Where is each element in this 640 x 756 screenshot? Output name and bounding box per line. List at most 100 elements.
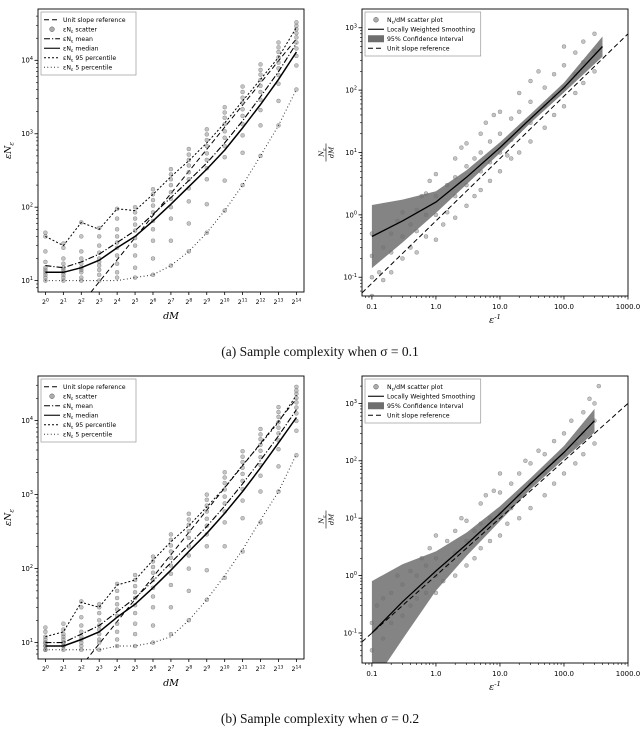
y-axis-label: Nε dM — [318, 510, 336, 529]
x-axis-label: dM — [163, 678, 179, 689]
svg-text:εNε median: εNε median — [63, 412, 99, 421]
svg-text:εNε scatter: εNε scatter — [63, 393, 97, 402]
svg-text:95% Confidence Interval: 95% Confidence Interval — [387, 36, 463, 43]
x-axis: 0.1 1.0 10.0 100.0 1000.0 — [365, 296, 640, 311]
x-axis-label: ε-1 — [489, 680, 501, 693]
svg-text:101: 101 — [345, 514, 357, 523]
svg-text:10-1: 10-1 — [343, 273, 357, 282]
svg-text:103: 103 — [21, 129, 33, 138]
svg-text:εNε mean: εNε mean — [63, 403, 93, 412]
svg-text:εNε scatter: εNε scatter — [63, 26, 97, 35]
series-lowess — [371, 46, 603, 238]
svg-text:εNε median: εNε median — [63, 45, 99, 54]
svg-text:Nε: Nε — [318, 148, 328, 158]
chart-canvas: 20 21 22 23 24 25 26 27 28 29 210 211 212 213 21410110… — [3, 375, 305, 689]
svg-text:εNε mean: εNε mean — [63, 36, 93, 45]
svg-text:103: 103 — [345, 23, 357, 32]
svg-text:104: 104 — [21, 416, 33, 425]
svg-text:101: 101 — [345, 148, 357, 157]
svg-text:10.0: 10.0 — [492, 670, 508, 678]
svg-text:Unit slope reference: Unit slope reference — [63, 17, 126, 24]
svg-text:211: 211 — [238, 297, 248, 306]
svg-text:210: 210 — [220, 297, 230, 306]
svg-text:26: 26 — [150, 297, 157, 306]
svg-text:0.1: 0.1 — [366, 303, 377, 311]
caption-a: (a) Sample complexity when σ = 0.1 — [221, 344, 419, 359]
svg-text:Nε/dM scatter plot: Nε/dM scatter plot — [387, 384, 443, 393]
svg-text:22: 22 — [78, 664, 85, 673]
svg-text:26: 26 — [150, 664, 157, 673]
svg-text:211: 211 — [238, 664, 248, 673]
y-axis: 10-1 100 101 102 103 — [343, 23, 362, 292]
svg-text:212: 212 — [256, 297, 266, 306]
svg-text:1000.0: 1000.0 — [616, 670, 640, 678]
svg-text:29: 29 — [203, 664, 210, 673]
plot-border — [361, 375, 629, 664]
svg-text:214: 214 — [291, 297, 301, 306]
y-axis: 101 102 103 104 — [21, 15, 38, 289]
series-lowess — [371, 420, 595, 634]
y-axis-label: Nε dM — [318, 143, 336, 162]
svg-text:101: 101 — [21, 638, 33, 647]
plot-a-right-scatter-lowess: 0.1 1.0 10.0 100.0 1000.0 10-1 100 101 102 103 ε-1… — [312, 2, 640, 338]
svg-text:27: 27 — [167, 664, 174, 673]
svg-text:1000.0: 1000.0 — [616, 303, 640, 311]
x-axis-label: dM — [163, 311, 179, 322]
svg-text:95% Confidence Interval: 95% Confidence Interval — [387, 403, 463, 410]
svg-text:dM: dM — [328, 146, 336, 158]
series-ci-band — [371, 408, 595, 663]
y-axis: 101 102 103 104 — [21, 384, 38, 655]
plot-series — [362, 383, 628, 663]
figure-row-b: 20 21 22 23 24 25 26 27 28 29 210 211 212 213 214 101 10… — [0, 369, 640, 705]
svg-text:21: 21 — [60, 664, 67, 673]
svg-text:0.1: 0.1 — [366, 670, 377, 678]
plot-b-left-sample-complexity: 20 21 22 23 24 25 26 27 28 29 210 211 212 213 214 101 10… — [0, 369, 312, 705]
x-axis-label: ε-1 — [489, 313, 501, 326]
x-axis: 20 21 22 23 24 25 26 27 28 29 210 211 212 213 214 — [42, 292, 301, 306]
series-median — [45, 51, 298, 274]
chart-canvas: 0.1 1.0 10.0 100.0 1000.0 10-1 100 101 102 103 ε-1… — [318, 375, 640, 693]
plot-series — [43, 20, 299, 292]
svg-text:Locally Weighted Smoothing: Locally Weighted Smoothing — [387, 393, 475, 400]
svg-text:213: 213 — [274, 664, 284, 673]
svg-text:29: 29 — [203, 297, 210, 306]
svg-text:1.0: 1.0 — [430, 303, 441, 311]
svg-text:εNε 95 percentile: εNε 95 percentile — [63, 422, 116, 431]
svg-text:εNε 95 percentile: εNε 95 percentile — [63, 55, 116, 64]
svg-text:εNε 5 percentile: εNε 5 percentile — [63, 431, 112, 440]
plot-a-left-sample-complexity: 20 21 22 23 24 25 26 27 28 29 210 211 212 213 214 101 10… — [0, 2, 312, 338]
series-unit-slope-reference — [90, 38, 297, 292]
plot-b-right-scatter-lowess: 0.1 1.0 10.0 100.0 1000.0 10-1 100 101 102 103 ε-1… — [312, 369, 640, 705]
svg-text:20: 20 — [42, 297, 49, 306]
series-unit-slope-reference — [362, 33, 628, 294]
svg-text:23: 23 — [96, 297, 103, 306]
x-axis: 0.1 1.0 10.0 100.0 1000.0 — [365, 663, 640, 678]
svg-text:20: 20 — [42, 664, 49, 673]
y-axis-label: εNε — [3, 142, 16, 159]
svg-text:28: 28 — [185, 664, 192, 673]
chart-canvas: 20 21 22 23 24 25 26 27 28 29 210 211 212 213 21410110… — [3, 8, 305, 322]
series-ci-band — [371, 36, 603, 269]
svg-text:102: 102 — [21, 564, 33, 573]
y-axis-label: εNε — [3, 509, 16, 526]
svg-text:24: 24 — [114, 297, 121, 306]
svg-text:εNε 5 percentile: εNε 5 percentile — [63, 64, 112, 73]
svg-text:212: 212 — [256, 664, 266, 673]
x-axis: 20 21 22 23 24 25 26 27 28 29 210 211 212 213 214 — [42, 659, 301, 673]
svg-text:28: 28 — [185, 297, 192, 306]
svg-text:104: 104 — [21, 56, 33, 65]
series-median — [45, 417, 298, 647]
figure-row-a: 20 21 22 23 24 25 26 27 28 29 210 211 212 213 214 101 10… — [0, 2, 640, 338]
figure: 20 21 22 23 24 25 26 27 28 29 210 211 212 213 214 101 10… — [0, 2, 640, 726]
svg-text:27: 27 — [167, 297, 174, 306]
svg-text:10-1: 10-1 — [343, 629, 357, 638]
svg-text:Nε: Nε — [318, 515, 328, 525]
svg-text:Unit slope reference: Unit slope reference — [387, 45, 450, 52]
svg-text:10.0: 10.0 — [492, 303, 508, 311]
svg-text:213: 213 — [274, 297, 284, 306]
